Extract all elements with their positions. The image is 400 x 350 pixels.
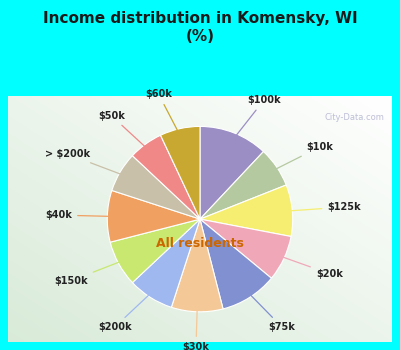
- Text: $200k: $200k: [98, 290, 154, 332]
- Text: $75k: $75k: [246, 290, 296, 332]
- Wedge shape: [200, 185, 293, 237]
- Text: $150k: $150k: [54, 259, 126, 286]
- Text: $10k: $10k: [270, 142, 333, 172]
- Text: > $200k: > $200k: [45, 149, 127, 177]
- Wedge shape: [112, 156, 200, 219]
- Text: $20k: $20k: [276, 255, 343, 279]
- Text: City-Data.com: City-Data.com: [324, 113, 384, 122]
- Wedge shape: [132, 219, 200, 307]
- Wedge shape: [200, 126, 264, 219]
- Text: $30k: $30k: [182, 303, 210, 350]
- Wedge shape: [200, 219, 291, 278]
- Text: $100k: $100k: [232, 95, 281, 141]
- Wedge shape: [160, 126, 200, 219]
- Text: $50k: $50k: [98, 111, 150, 151]
- Text: Income distribution in Komensky, WI
(%): Income distribution in Komensky, WI (%): [43, 10, 357, 44]
- Wedge shape: [107, 190, 200, 242]
- Wedge shape: [200, 152, 286, 219]
- Text: $60k: $60k: [145, 89, 181, 137]
- Text: $125k: $125k: [284, 202, 361, 212]
- Wedge shape: [132, 135, 200, 219]
- Text: All residents: All residents: [156, 237, 244, 250]
- Wedge shape: [171, 219, 223, 312]
- Wedge shape: [200, 219, 272, 309]
- Text: $40k: $40k: [45, 210, 116, 220]
- Wedge shape: [110, 219, 200, 282]
